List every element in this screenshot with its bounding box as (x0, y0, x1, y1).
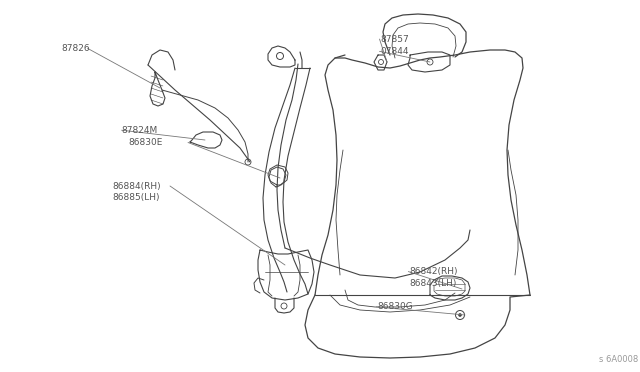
Text: 87857: 87857 (381, 35, 410, 44)
Text: 86884(RH): 86884(RH) (112, 182, 161, 190)
Text: s 6A0008: s 6A0008 (599, 355, 638, 364)
Text: 07844: 07844 (381, 47, 410, 56)
Circle shape (458, 314, 461, 317)
Text: 86885(LH): 86885(LH) (112, 193, 159, 202)
Text: 86843(LH): 86843(LH) (410, 279, 457, 288)
Text: 86842(RH): 86842(RH) (410, 267, 458, 276)
Text: 87826: 87826 (61, 44, 90, 53)
Text: 86830G: 86830G (378, 302, 413, 311)
Text: 86830E: 86830E (128, 138, 163, 147)
Text: 87824M: 87824M (122, 126, 158, 135)
